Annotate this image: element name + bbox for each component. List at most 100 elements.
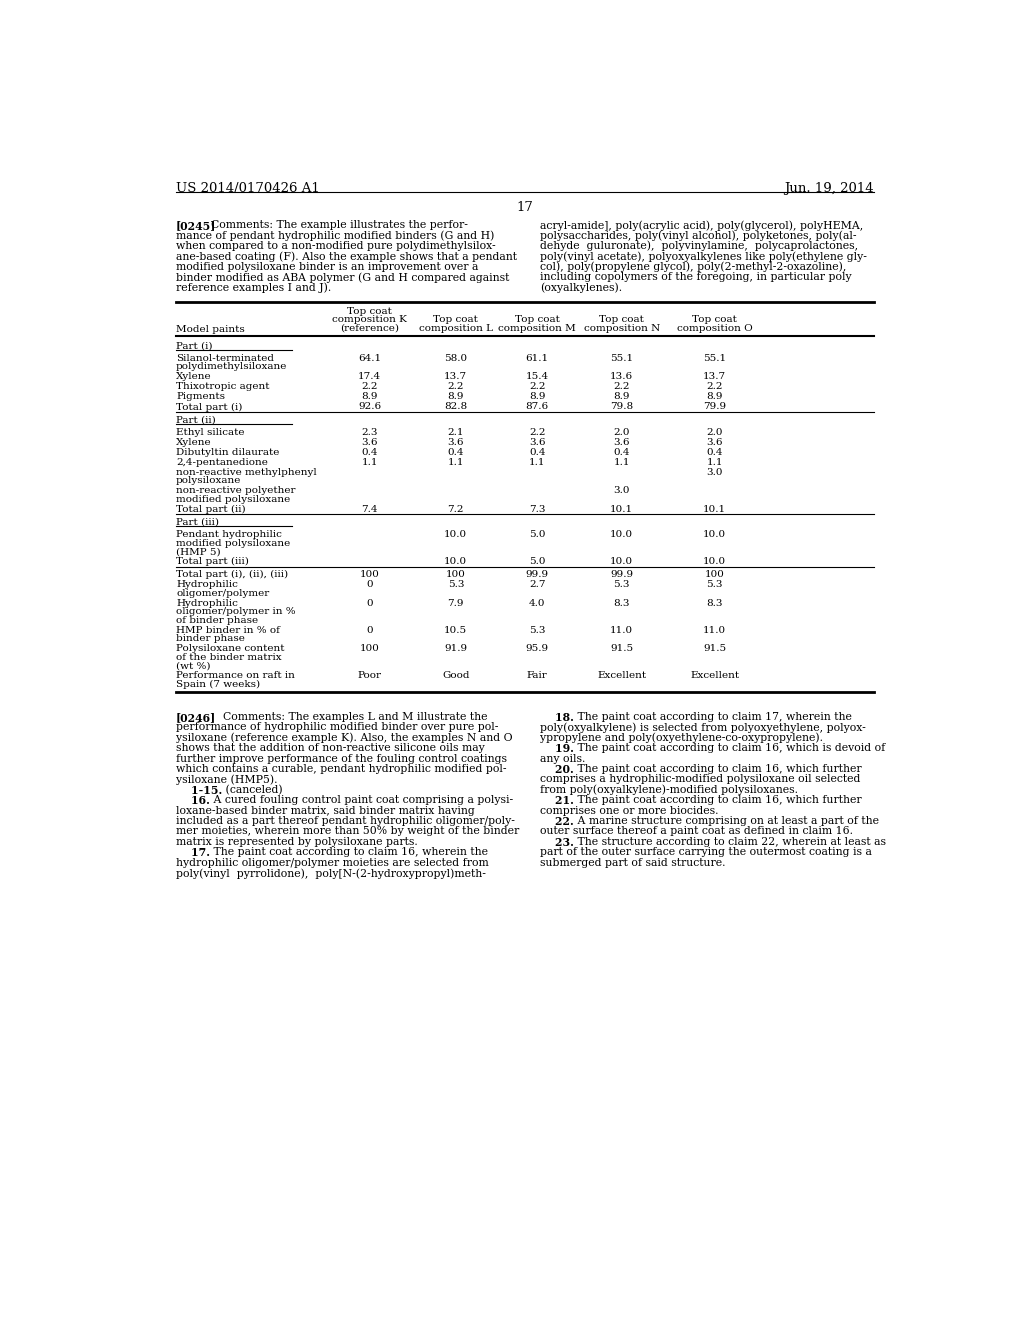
Text: polysiloxane: polysiloxane (176, 477, 242, 486)
Text: 100: 100 (359, 644, 380, 653)
Text: dehyde  guluronate),  polyvinylamine,  polycaprolactones,: dehyde guluronate), polyvinylamine, poly… (541, 240, 858, 251)
Text: Total part (iii): Total part (iii) (176, 557, 249, 566)
Text: poly(vinyl  pyrrolidone),  poly[N-(2-hydroxypropyl)meth-: poly(vinyl pyrrolidone), poly[N-(2-hydro… (176, 869, 486, 879)
Text: 17.4: 17.4 (358, 372, 381, 381)
Text: ysiloxane (reference example K). Also, the examples N and O: ysiloxane (reference example K). Also, t… (176, 733, 513, 743)
Text: 79.8: 79.8 (610, 403, 633, 412)
Text: modified polysiloxane: modified polysiloxane (176, 495, 290, 504)
Text: Total part (ii): Total part (ii) (176, 506, 246, 513)
Text: (oxyalkylenes).: (oxyalkylenes). (541, 282, 623, 293)
Text: 1.1: 1.1 (447, 458, 464, 467)
Text: 100: 100 (705, 570, 725, 579)
Text: 1-15.: 1-15. (176, 785, 222, 796)
Text: Part (iii): Part (iii) (176, 517, 219, 527)
Text: 2.7: 2.7 (529, 581, 546, 589)
Text: further improve performance of the fouling control coatings: further improve performance of the fouli… (176, 754, 507, 763)
Text: (wt %): (wt %) (176, 661, 211, 671)
Text: hydrophilic oligomer/polymer moieties are selected from: hydrophilic oligomer/polymer moieties ar… (176, 858, 488, 867)
Text: performance of hydrophilic modified binder over pure pol-: performance of hydrophilic modified bind… (176, 722, 499, 733)
Text: polydimethylsiloxane: polydimethylsiloxane (176, 363, 288, 371)
Text: 5.0: 5.0 (529, 557, 546, 566)
Text: 0: 0 (367, 599, 373, 607)
Text: Performance on raft in: Performance on raft in (176, 671, 295, 680)
Text: 8.9: 8.9 (613, 392, 630, 401)
Text: Pigments: Pigments (176, 392, 225, 401)
Text: (canceled): (canceled) (222, 785, 283, 795)
Text: 3.6: 3.6 (529, 438, 546, 447)
Text: Poor: Poor (357, 671, 382, 680)
Text: 100: 100 (445, 570, 466, 579)
Text: reference examples I and J).: reference examples I and J). (176, 282, 332, 293)
Text: 5.3: 5.3 (707, 581, 723, 589)
Text: 8.9: 8.9 (707, 392, 723, 401)
Text: acryl-amide], poly(acrylic acid), poly(glycerol), polyHEMA,: acryl-amide], poly(acrylic acid), poly(g… (541, 220, 863, 231)
Text: Model paints: Model paints (176, 325, 245, 334)
Text: 20.: 20. (541, 764, 574, 775)
Text: Polysiloxane content: Polysiloxane content (176, 644, 285, 653)
Text: Thixotropic agent: Thixotropic agent (176, 383, 269, 392)
Text: 7.4: 7.4 (361, 506, 378, 513)
Text: 2.2: 2.2 (529, 383, 546, 392)
Text: comprises one or more biocides.: comprises one or more biocides. (541, 805, 719, 816)
Text: 55.1: 55.1 (610, 354, 633, 363)
Text: [0245]: [0245] (176, 220, 216, 231)
Text: which contains a curable, pendant hydrophilic modified pol-: which contains a curable, pendant hydrop… (176, 764, 507, 774)
Text: 18.: 18. (541, 711, 574, 723)
Text: modified polysiloxane binder is an improvement over a: modified polysiloxane binder is an impro… (176, 261, 478, 272)
Text: 79.9: 79.9 (703, 403, 726, 412)
Text: ane-based coating (F). Also the example shows that a pendant: ane-based coating (F). Also the example … (176, 251, 517, 261)
Text: 1.1: 1.1 (613, 458, 630, 467)
Text: Silanol-terminated: Silanol-terminated (176, 354, 274, 363)
Text: composition K: composition K (333, 315, 408, 325)
Text: 3.6: 3.6 (707, 438, 723, 447)
Text: of binder phase: of binder phase (176, 615, 258, 624)
Text: 82.8: 82.8 (444, 403, 467, 412)
Text: 3.0: 3.0 (613, 487, 630, 495)
Text: Part (ii): Part (ii) (176, 416, 216, 425)
Text: 95.9: 95.9 (525, 644, 549, 653)
Text: modified polysiloxane: modified polysiloxane (176, 539, 290, 548)
Text: 8.3: 8.3 (613, 599, 630, 607)
Text: 17: 17 (516, 201, 534, 214)
Text: Total part (i), (ii), (iii): Total part (i), (ii), (iii) (176, 570, 288, 579)
Text: 3.6: 3.6 (447, 438, 464, 447)
Text: composition M: composition M (499, 323, 577, 333)
Text: binder phase: binder phase (176, 635, 245, 643)
Text: 100: 100 (359, 570, 380, 579)
Text: ypropylene and poly(oxyethylene-co-oxypropylene).: ypropylene and poly(oxyethylene-co-oxypr… (541, 733, 823, 743)
Text: ysiloxane (HMP5).: ysiloxane (HMP5). (176, 775, 278, 785)
Text: 10.0: 10.0 (444, 531, 467, 540)
Text: 0.4: 0.4 (707, 447, 723, 457)
Text: Xylene: Xylene (176, 438, 212, 447)
Text: 2.3: 2.3 (361, 428, 378, 437)
Text: col), poly(propylene glycol), poly(2-methyl-2-oxazoline),: col), poly(propylene glycol), poly(2-met… (541, 261, 847, 272)
Text: A cured fouling control paint coat comprising a polysi-: A cured fouling control paint coat compr… (210, 795, 513, 805)
Text: included as a part thereof pendant hydrophilic oligomer/poly-: included as a part thereof pendant hydro… (176, 816, 515, 826)
Text: Dibutyltin dilaurate: Dibutyltin dilaurate (176, 447, 280, 457)
Text: loxane-based binder matrix, said binder matrix having: loxane-based binder matrix, said binder … (176, 805, 475, 816)
Text: 10.0: 10.0 (610, 531, 633, 540)
Text: 3.6: 3.6 (361, 438, 378, 447)
Text: Excellent: Excellent (690, 671, 739, 680)
Text: Excellent: Excellent (597, 671, 646, 680)
Text: Ethyl silicate: Ethyl silicate (176, 428, 245, 437)
Text: composition N: composition N (584, 323, 659, 333)
Text: Top coat: Top coat (692, 315, 737, 325)
Text: 2.2: 2.2 (361, 383, 378, 392)
Text: 13.7: 13.7 (444, 372, 467, 381)
Text: non-reactive polyether: non-reactive polyether (176, 487, 296, 495)
Text: binder modified as ABA polymer (G and H compared against: binder modified as ABA polymer (G and H … (176, 272, 509, 282)
Text: HMP binder in % of: HMP binder in % of (176, 626, 280, 635)
Text: from poly(oxyalkylene)-modified polysiloxanes.: from poly(oxyalkylene)-modified polysilo… (541, 785, 799, 796)
Text: 55.1: 55.1 (703, 354, 726, 363)
Text: The paint coat according to claim 17, wherein the: The paint coat according to claim 17, wh… (574, 711, 852, 722)
Text: 10.0: 10.0 (610, 557, 633, 566)
Text: 2.1: 2.1 (447, 428, 464, 437)
Text: Good: Good (442, 671, 470, 680)
Text: outer surface thereof a paint coat as defined in claim 16.: outer surface thereof a paint coat as de… (541, 826, 853, 837)
Text: US 2014/0170426 A1: US 2014/0170426 A1 (176, 182, 319, 194)
Text: composition O: composition O (677, 323, 753, 333)
Text: 91.5: 91.5 (703, 644, 726, 653)
Text: 0: 0 (367, 581, 373, 589)
Text: 15.4: 15.4 (525, 372, 549, 381)
